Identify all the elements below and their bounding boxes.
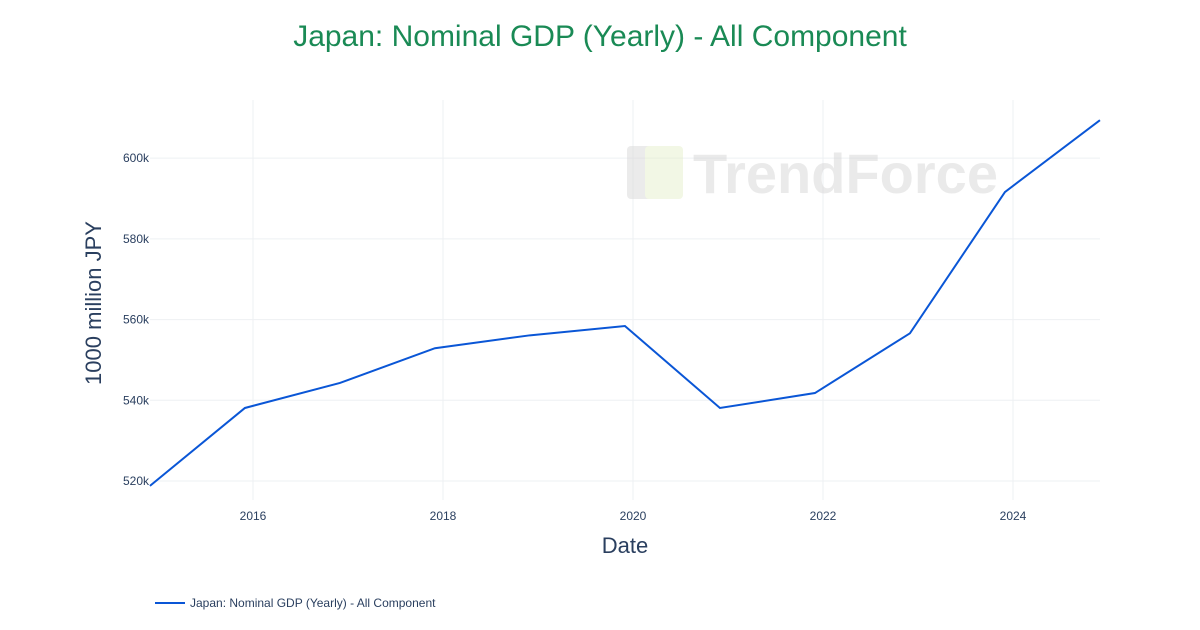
y-tick-label: 520k xyxy=(123,474,150,488)
watermark-text: TrendForce xyxy=(693,142,998,205)
y-tick-label: 600k xyxy=(123,151,150,165)
legend-swatch xyxy=(155,602,185,604)
watermark-logo: TrendForce xyxy=(627,142,998,205)
chart-title: Japan: Nominal GDP (Yearly) - All Compon… xyxy=(293,20,907,53)
x-tick-label: 2020 xyxy=(620,509,647,523)
y-tick-label: 540k xyxy=(123,393,150,407)
y-axis-title: 1000 million JPY xyxy=(81,221,106,385)
legend-label: Japan: Nominal GDP (Yearly) - All Compon… xyxy=(190,596,436,610)
x-tick-label: 2016 xyxy=(240,509,267,523)
legend-item[interactable]: Japan: Nominal GDP (Yearly) - All Compon… xyxy=(155,596,435,610)
y-tick-label: 580k xyxy=(123,232,150,246)
x-tick-label: 2024 xyxy=(1000,509,1027,523)
series-line xyxy=(149,119,1101,487)
x-tick-label: 2018 xyxy=(430,509,457,523)
x-tick-label: 2022 xyxy=(810,509,837,523)
watermark-mark-right xyxy=(645,146,683,199)
x-axis-title: Date xyxy=(602,533,648,558)
y-tick-label: 560k xyxy=(123,313,150,327)
